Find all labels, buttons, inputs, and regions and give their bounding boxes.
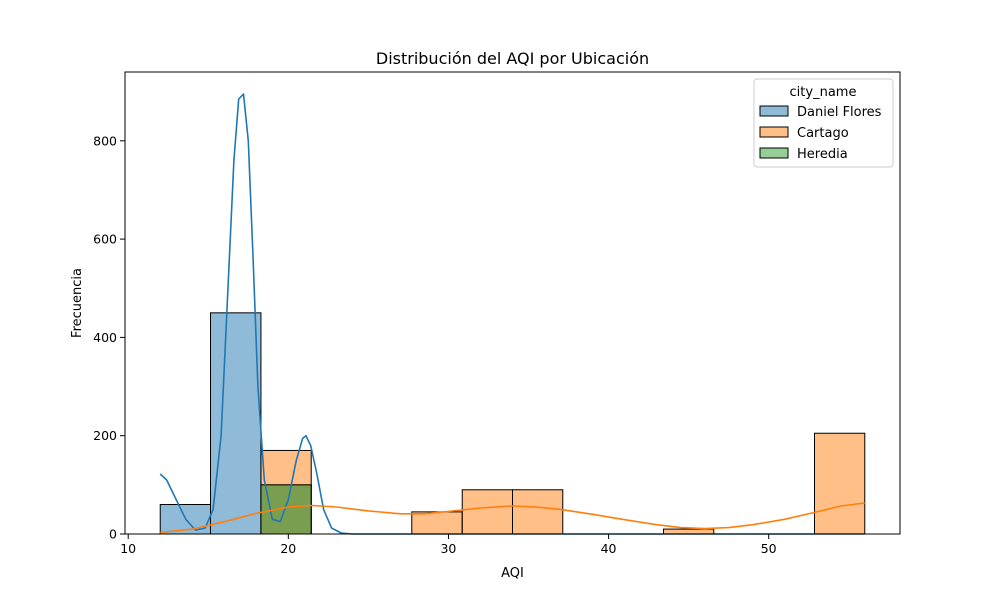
x-axis: 10 20 30 40 50 — [120, 534, 777, 556]
legend-entry-label: Heredia — [797, 147, 848, 162]
plot-frame — [124, 71, 901, 535]
legend-swatch — [759, 147, 789, 159]
y-tick-label: 400 — [93, 330, 117, 345]
legend-entry-label: Cartago — [797, 126, 849, 141]
histogram-bar — [260, 484, 312, 535]
legend-title: city_name — [790, 85, 857, 100]
y-axis: 0 200 400 600 800 — [93, 133, 125, 542]
histogram-bar — [210, 312, 262, 535]
histogram-bar — [512, 489, 564, 535]
y-tick-label: 200 — [93, 428, 117, 443]
y-axis-label: Frecuencia — [70, 268, 85, 338]
x-tick-label: 30 — [440, 541, 456, 556]
legend-box — [753, 78, 894, 168]
x-tick-label: 20 — [280, 541, 296, 556]
y-tick-label: 0 — [109, 527, 117, 542]
x-tick-label: 40 — [601, 541, 617, 556]
x-tick-label: 50 — [761, 541, 777, 556]
kde-line — [160, 502, 865, 534]
legend-swatch — [759, 105, 789, 117]
histogram-bar — [813, 432, 866, 535]
legend-entries: Daniel Flores Cartago Heredia — [759, 105, 882, 162]
x-tick-label: 10 — [120, 541, 136, 556]
legend-entry-label: Daniel Flores — [797, 105, 882, 120]
y-tick-label: 600 — [93, 232, 117, 247]
legend: city_name Daniel Flores Cartago Heredia — [753, 78, 894, 168]
histogram-bar — [411, 511, 463, 535]
bars-layer — [159, 312, 866, 535]
kde-line — [159, 93, 865, 535]
histogram-bar — [461, 489, 513, 535]
chart-title: Distribución del AQI por Ubicación — [376, 49, 649, 68]
y-tick-label: 800 — [93, 133, 117, 148]
kde-layer — [159, 93, 865, 535]
legend-swatch — [759, 126, 789, 138]
x-axis-label: AQI — [501, 566, 524, 581]
